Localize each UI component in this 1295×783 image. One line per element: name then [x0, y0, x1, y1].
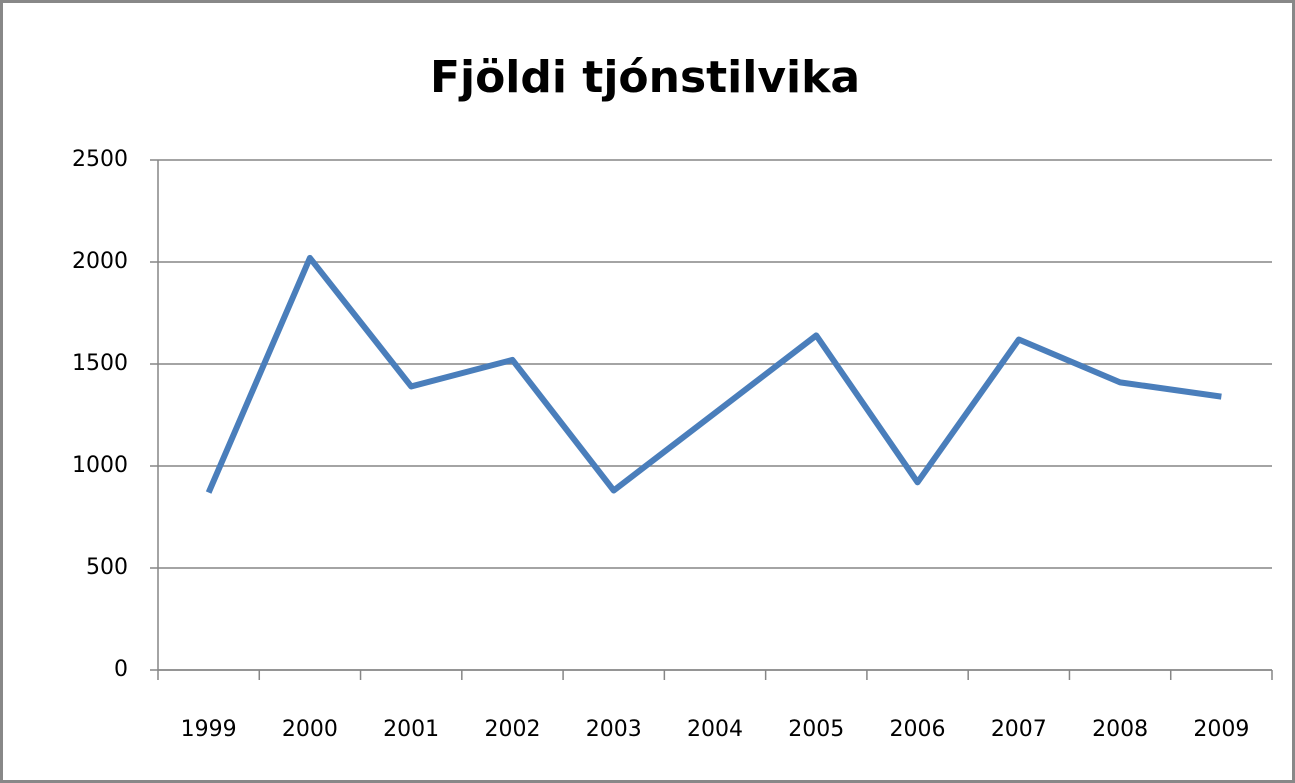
chart-title: Fjöldi tjónstilvika	[430, 52, 860, 103]
x-tick-label: 2001	[383, 717, 439, 742]
x-tick-label: 2009	[1193, 717, 1249, 742]
y-tick-label: 1500	[72, 351, 128, 376]
x-tick-label: 2006	[890, 717, 946, 742]
y-tick-label: 1000	[72, 453, 128, 478]
y-tick-label: 0	[114, 657, 128, 682]
x-tick-label: 2002	[484, 717, 540, 742]
x-tick-label: 2004	[687, 717, 743, 742]
y-tick-label: 2000	[72, 249, 128, 274]
x-tick-label: 2007	[991, 717, 1047, 742]
x-tick-label: 2000	[282, 717, 338, 742]
x-tick-label: 2003	[586, 717, 642, 742]
x-tick-label: 1999	[181, 717, 237, 742]
y-tick-label: 500	[86, 555, 128, 580]
x-tick-label: 2008	[1092, 717, 1148, 742]
x-tick-label: 2005	[788, 717, 844, 742]
y-tick-label: 2500	[72, 147, 128, 172]
line-series	[205, 254, 1222, 494]
